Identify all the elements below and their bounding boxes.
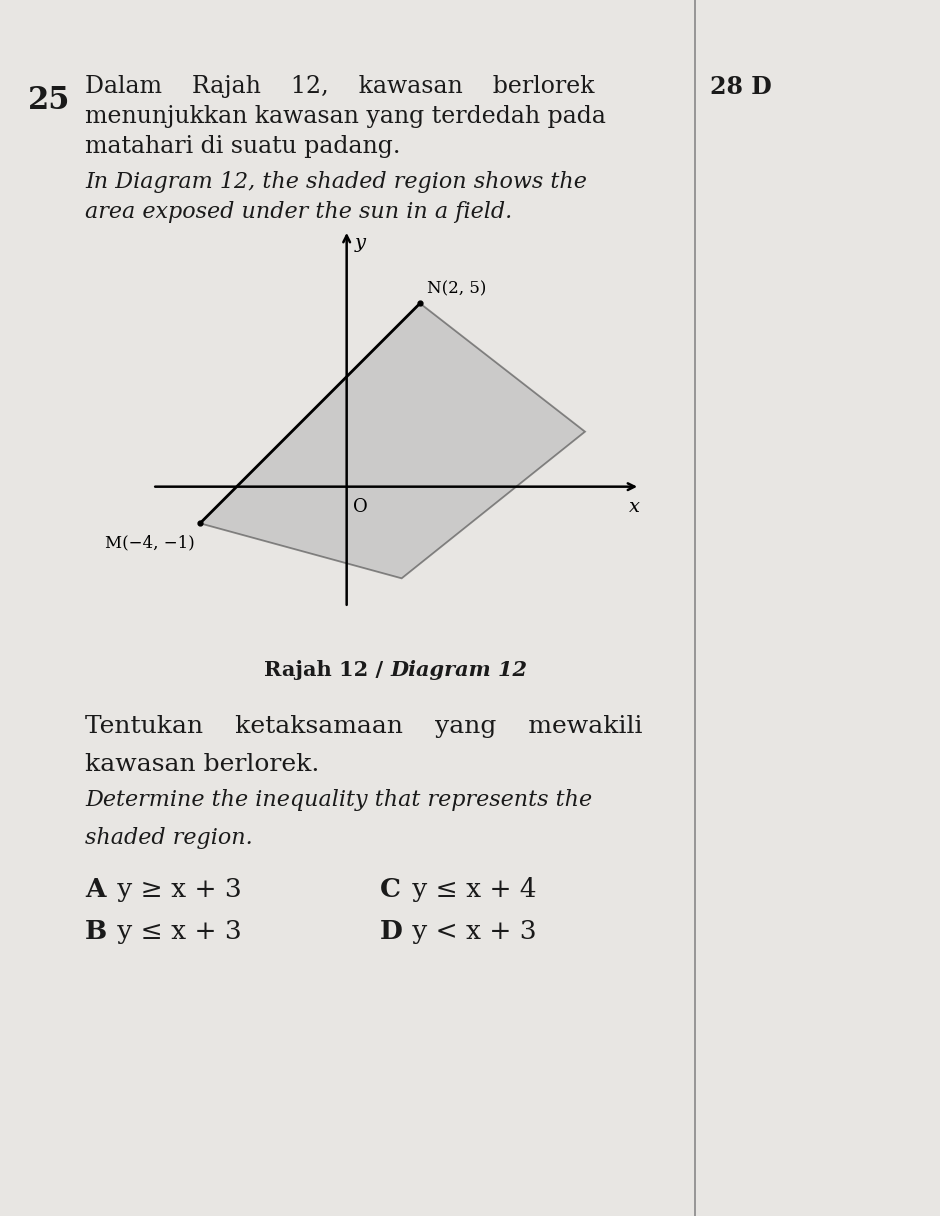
Text: menunjukkan kawasan yang terdedah pada: menunjukkan kawasan yang terdedah pada [85,105,606,128]
Text: 25: 25 [28,85,70,116]
Text: y ≥ x + 3: y ≥ x + 3 [109,877,242,902]
Text: Rajah 12 /: Rajah 12 / [263,660,390,680]
Text: C: C [380,877,401,902]
Text: M(−4, −1): M(−4, −1) [104,534,195,551]
Text: D: D [380,919,403,944]
Text: y ≤ x + 3: y ≤ x + 3 [109,919,242,944]
Text: Dalam    Rajah    12,    kawasan    berlorek: Dalam Rajah 12, kawasan berlorek [85,75,594,98]
Text: matahari di suatu padang.: matahari di suatu padang. [85,135,400,158]
Text: B: B [85,919,107,944]
Text: Determine the inequality that represents the: Determine the inequality that represents… [85,789,592,811]
Text: area exposed under the sun in a field.: area exposed under the sun in a field. [85,201,512,223]
Text: y: y [354,233,366,252]
Text: In Diagram 12, the shaded region shows the: In Diagram 12, the shaded region shows t… [85,171,587,193]
Text: A: A [85,877,105,902]
Text: y < x + 3: y < x + 3 [404,919,537,944]
Text: y ≤ x + 4: y ≤ x + 4 [404,877,537,902]
Text: kawasan berlorek.: kawasan berlorek. [85,753,320,776]
Text: shaded region.: shaded region. [85,827,253,849]
Text: x: x [629,497,640,516]
Text: N(2, 5): N(2, 5) [428,281,487,298]
Text: Diagram 12: Diagram 12 [390,660,527,680]
Text: Tentukan    ketaksamaan    yang    mewakili: Tentukan ketaksamaan yang mewakili [85,715,643,738]
Text: O: O [353,497,368,516]
Polygon shape [200,303,585,579]
Text: 28 D: 28 D [710,75,772,98]
